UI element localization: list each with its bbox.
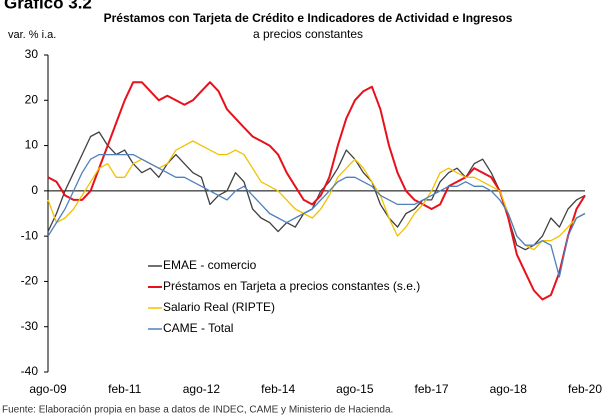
legend-label: EMAE - comercio	[163, 258, 257, 272]
series-line	[47, 153, 586, 278]
y-tick-label: -40	[21, 364, 39, 378]
chart-subtitle: a precios constantes	[253, 27, 363, 41]
x-tick-label: feb-17	[415, 382, 449, 396]
x-tick-label: ago-12	[183, 382, 221, 396]
y-tick-label: 30	[25, 47, 39, 61]
y-tick-label: -20	[21, 274, 39, 288]
legend-label: CAME - Total	[163, 321, 233, 335]
x-tick-label: ago-18	[490, 382, 528, 396]
x-tick-label: feb-14	[261, 382, 295, 396]
series-line	[47, 140, 586, 251]
y-tick-label: 0	[31, 183, 38, 197]
x-tick-label: feb-11	[108, 382, 141, 396]
legend-label: Salario Real (RIPTE)	[163, 300, 275, 314]
y-tick-label: -30	[21, 319, 39, 333]
chart-title: Préstamos con Tarjeta de Crédito e Indic…	[104, 11, 513, 25]
legend-label: Préstamos en Tarjeta a precios constante…	[163, 279, 420, 293]
x-tick-label: ago-15	[336, 382, 374, 396]
y-tick-label: -10	[21, 228, 39, 242]
x-tick-label: feb-20	[568, 382, 602, 396]
x-tick-label: ago-09	[29, 382, 67, 396]
source: Fuente: Elaboración propia en base a dat…	[2, 405, 393, 415]
y-tick-label: 10	[25, 138, 39, 152]
y-tick-label: 20	[25, 92, 39, 106]
y-axis-label: var. % i.a.	[8, 29, 56, 41]
heading: Gráfico 3.2	[4, 0, 92, 12]
series-line	[47, 81, 586, 301]
